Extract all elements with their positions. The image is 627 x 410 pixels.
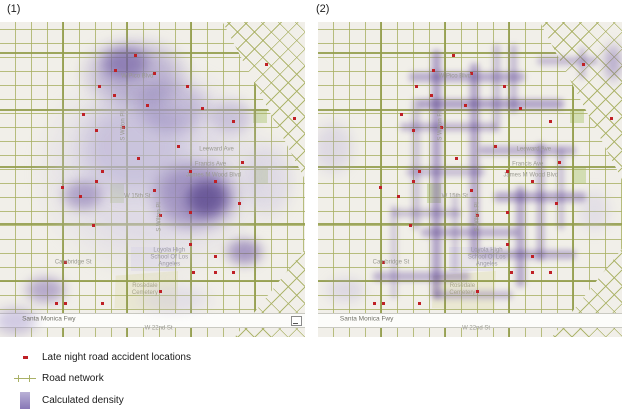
- street-label: W Pico Blvd: [121, 73, 154, 80]
- street-label: S Wilton Pl: [437, 111, 444, 141]
- street-labels-layer: Santa Monica Fwy Rosedale Cemetery Loyola …: [318, 22, 622, 337]
- street-label: S Wilton Pl: [474, 202, 481, 232]
- street-label: W Pico Blvd: [438, 73, 471, 80]
- accident-point-icon: [22, 355, 28, 359]
- overflow-label-icon: [291, 315, 303, 326]
- street-label: Francis Ave: [512, 161, 544, 168]
- street-label: Santa Monica Fwy: [339, 315, 394, 323]
- accident-point: [381, 302, 385, 306]
- street-label: Leeward Ave: [516, 146, 552, 153]
- legend-label: Road network: [42, 372, 104, 384]
- street-label: W 15th St: [441, 193, 468, 200]
- accident-point: [397, 195, 401, 199]
- street-label: Cambridge St: [372, 259, 410, 266]
- accident-point: [506, 211, 510, 214]
- accident-point: [494, 144, 498, 148]
- accident-point: [549, 119, 553, 123]
- street-label: Francis Ave: [194, 161, 227, 168]
- accident-point: [400, 113, 404, 117]
- accident-point: [503, 85, 507, 88]
- street-label: Rosedale Cemetery: [131, 282, 158, 296]
- accident-point: [555, 201, 559, 205]
- panel-1-label: (1): [7, 3, 21, 15]
- street-label: Rosedale Cemetery: [449, 282, 476, 296]
- accident-point: [530, 179, 534, 183]
- accident-point: [372, 302, 376, 306]
- map-panel-planar-density: Santa Monica Fwy Rosedale Cemetery Loyola …: [0, 22, 305, 337]
- accident-point: [506, 242, 510, 246]
- panel-2-label: (2): [316, 3, 330, 15]
- freeway-band: [318, 312, 622, 328]
- road-network-icon: [14, 374, 36, 382]
- street-label: W 22nd St: [462, 325, 491, 332]
- legend-label: Calculated density: [42, 394, 124, 406]
- street-label: Cambridge St: [54, 259, 92, 266]
- accident-point: [451, 53, 455, 57]
- street-label: S Wilton Pl: [120, 111, 127, 141]
- accident-point: [454, 157, 458, 161]
- street-label: W 15th St: [124, 193, 151, 200]
- accident-point: [381, 261, 385, 265]
- street-labels-layer: Santa Monica Fwy Rosedale Cemetery Loyola …: [0, 22, 305, 337]
- accident-point: [549, 270, 553, 274]
- accident-point: [430, 94, 434, 98]
- accident-point: [609, 116, 613, 120]
- accident-point: [378, 185, 382, 189]
- accident-point: [509, 270, 513, 274]
- accident-point: [476, 289, 480, 293]
- legend-item-density: Calculated density: [8, 390, 124, 410]
- street-label: W 22nd St: [144, 325, 173, 332]
- street-label: Leeward Ave: [199, 146, 234, 153]
- accident-point: [506, 170, 510, 174]
- street-label: Loyola High School Of Los Angeles: [467, 247, 506, 268]
- density-swatch-icon: [20, 391, 30, 409]
- map-panel-network-density: Santa Monica Fwy Rosedale Cemetery Loyola …: [318, 22, 622, 337]
- street-label: James M Wood Blvd: [503, 172, 559, 179]
- street-label: James M Wood Blvd: [186, 172, 241, 179]
- accident-point: [530, 270, 534, 274]
- legend-item-accidents: Late night road accident locations: [8, 350, 191, 364]
- street-label: S Wilton Pl: [156, 202, 163, 232]
- legend-label: Late night road accident locations: [42, 351, 191, 363]
- street-label: Santa Monica Fwy: [22, 315, 76, 323]
- legend-item-road-network: Road network: [8, 371, 104, 385]
- accident-point: [409, 223, 413, 227]
- accident-point: [415, 85, 419, 88]
- accident-point: [418, 302, 422, 306]
- street-label: Loyola High School Of Los Angeles: [150, 247, 189, 268]
